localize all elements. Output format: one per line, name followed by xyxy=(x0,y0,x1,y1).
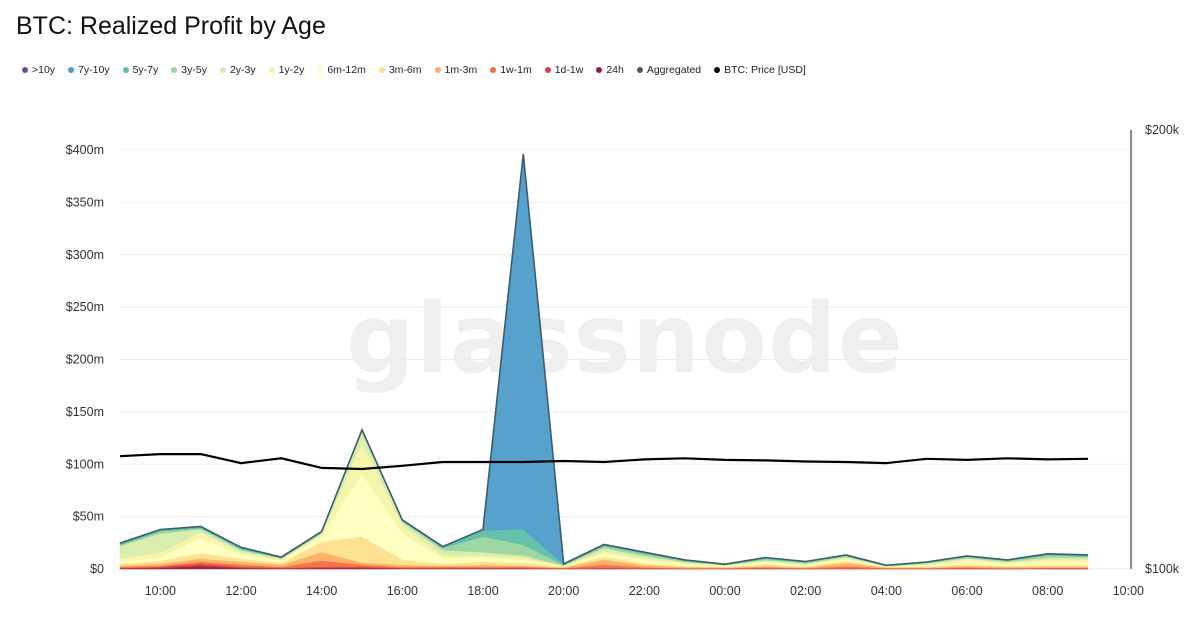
line-series xyxy=(119,153,1089,567)
legend-item[interactable]: 24h xyxy=(596,64,624,76)
x-tick-label: 16:00 xyxy=(387,584,418,598)
x-tick-label: 08:00 xyxy=(1032,584,1063,598)
legend-label: 24h xyxy=(606,64,624,76)
legend-item[interactable]: 2y-3y xyxy=(219,64,256,76)
x-tick-label: 10:00 xyxy=(145,584,176,598)
legend-swatch xyxy=(636,67,643,73)
legend-label: 7y-10y xyxy=(78,64,110,76)
legend-item[interactable]: 1w-1m xyxy=(490,64,532,76)
legend-swatch xyxy=(22,67,28,73)
legend-item[interactable]: 3m-6m xyxy=(378,64,422,76)
y-tick-label: $350m xyxy=(66,195,104,209)
legend-swatch xyxy=(122,67,129,73)
legend-swatch xyxy=(714,67,721,73)
y-tick-label: $0 xyxy=(90,562,104,576)
legend-label: 1w-1m xyxy=(500,64,532,76)
x-tick-label: 04:00 xyxy=(871,584,902,598)
legend-item[interactable]: 6m-12m xyxy=(317,64,366,76)
y-tick-label: $200m xyxy=(66,353,104,367)
chart-legend: >10y 7y-10y 5y-7y 3y-5y 2y-3y 1y-2y 6m-12m 3m-6… xyxy=(22,64,806,76)
legend-label: 1m-3m xyxy=(444,64,478,76)
watermark: glassnode xyxy=(346,283,904,395)
x-tick-label: 00:00 xyxy=(709,584,740,598)
grid-lines xyxy=(120,149,1128,570)
axes: $0 $50m $100m $150m $200m $250m $300m $350m $400… xyxy=(66,123,1180,598)
y-tick-label: $400m xyxy=(66,143,104,157)
legend-swatch xyxy=(68,67,75,73)
legend-label: 1y-2y xyxy=(278,64,305,76)
x-tick-label: 10:00 xyxy=(1113,584,1144,598)
legend-item[interactable]: 3y-5y xyxy=(171,64,207,76)
legend-item[interactable]: 5y-7y xyxy=(122,64,159,76)
legend-swatch xyxy=(378,67,385,73)
legend-item[interactable]: 1y-2y xyxy=(268,64,305,76)
legend-item[interactable]: BTC: Price [USD] xyxy=(714,64,806,76)
legend-label: 2y-3y xyxy=(229,64,256,76)
x-tick-label: 20:00 xyxy=(548,584,579,598)
legend-item[interactable]: 1d-1w xyxy=(544,64,584,76)
x-tick-label: 12:00 xyxy=(225,584,256,598)
right-tick-label: $100k xyxy=(1145,562,1180,576)
right-tick-label: $200k xyxy=(1145,123,1180,137)
legend-label: Aggregated xyxy=(646,64,702,76)
legend-label: 3y-5y xyxy=(181,64,207,76)
legend-swatch xyxy=(544,67,551,73)
x-tick-label: 14:00 xyxy=(306,584,337,598)
btc-price-line xyxy=(119,453,1089,471)
legend-swatch xyxy=(490,67,497,73)
aggregated-line xyxy=(119,153,1089,567)
area-band xyxy=(119,429,1089,567)
y-tick-label: $150m xyxy=(66,405,104,419)
x-tick-label: 18:00 xyxy=(467,584,498,598)
legend-swatch xyxy=(317,67,324,73)
legend-swatch xyxy=(268,67,275,73)
legend-label: 1d-1w xyxy=(554,64,584,76)
legend-swatch xyxy=(171,67,178,73)
chart-title: BTC: Realized Profit by Age xyxy=(16,12,326,40)
legend-label: >10y xyxy=(32,64,56,76)
y-tick-label: $250m xyxy=(66,300,104,314)
legend-item[interactable]: Aggregated xyxy=(636,64,702,76)
legend-swatch xyxy=(596,67,603,73)
legend-label: 5y-7y xyxy=(132,64,159,76)
legend-swatch xyxy=(434,67,441,73)
legend-item[interactable]: 1m-3m xyxy=(434,64,478,76)
x-tick-label: 06:00 xyxy=(951,584,982,598)
legend-item[interactable]: 7y-10y xyxy=(68,64,110,76)
y-tick-label: $100m xyxy=(66,457,104,471)
legend-label: 3m-6m xyxy=(388,64,422,76)
legend-label: 6m-12m xyxy=(327,64,366,76)
area-series xyxy=(119,153,1089,570)
x-tick-label: 22:00 xyxy=(629,584,660,598)
y-tick-label: $50m xyxy=(73,510,104,524)
y-tick-label: $300m xyxy=(66,248,104,262)
legend-label: BTC: Price [USD] xyxy=(724,64,806,76)
legend-swatch xyxy=(219,67,226,73)
legend-item[interactable]: >10y xyxy=(22,64,55,76)
x-tick-label: 02:00 xyxy=(790,584,821,598)
